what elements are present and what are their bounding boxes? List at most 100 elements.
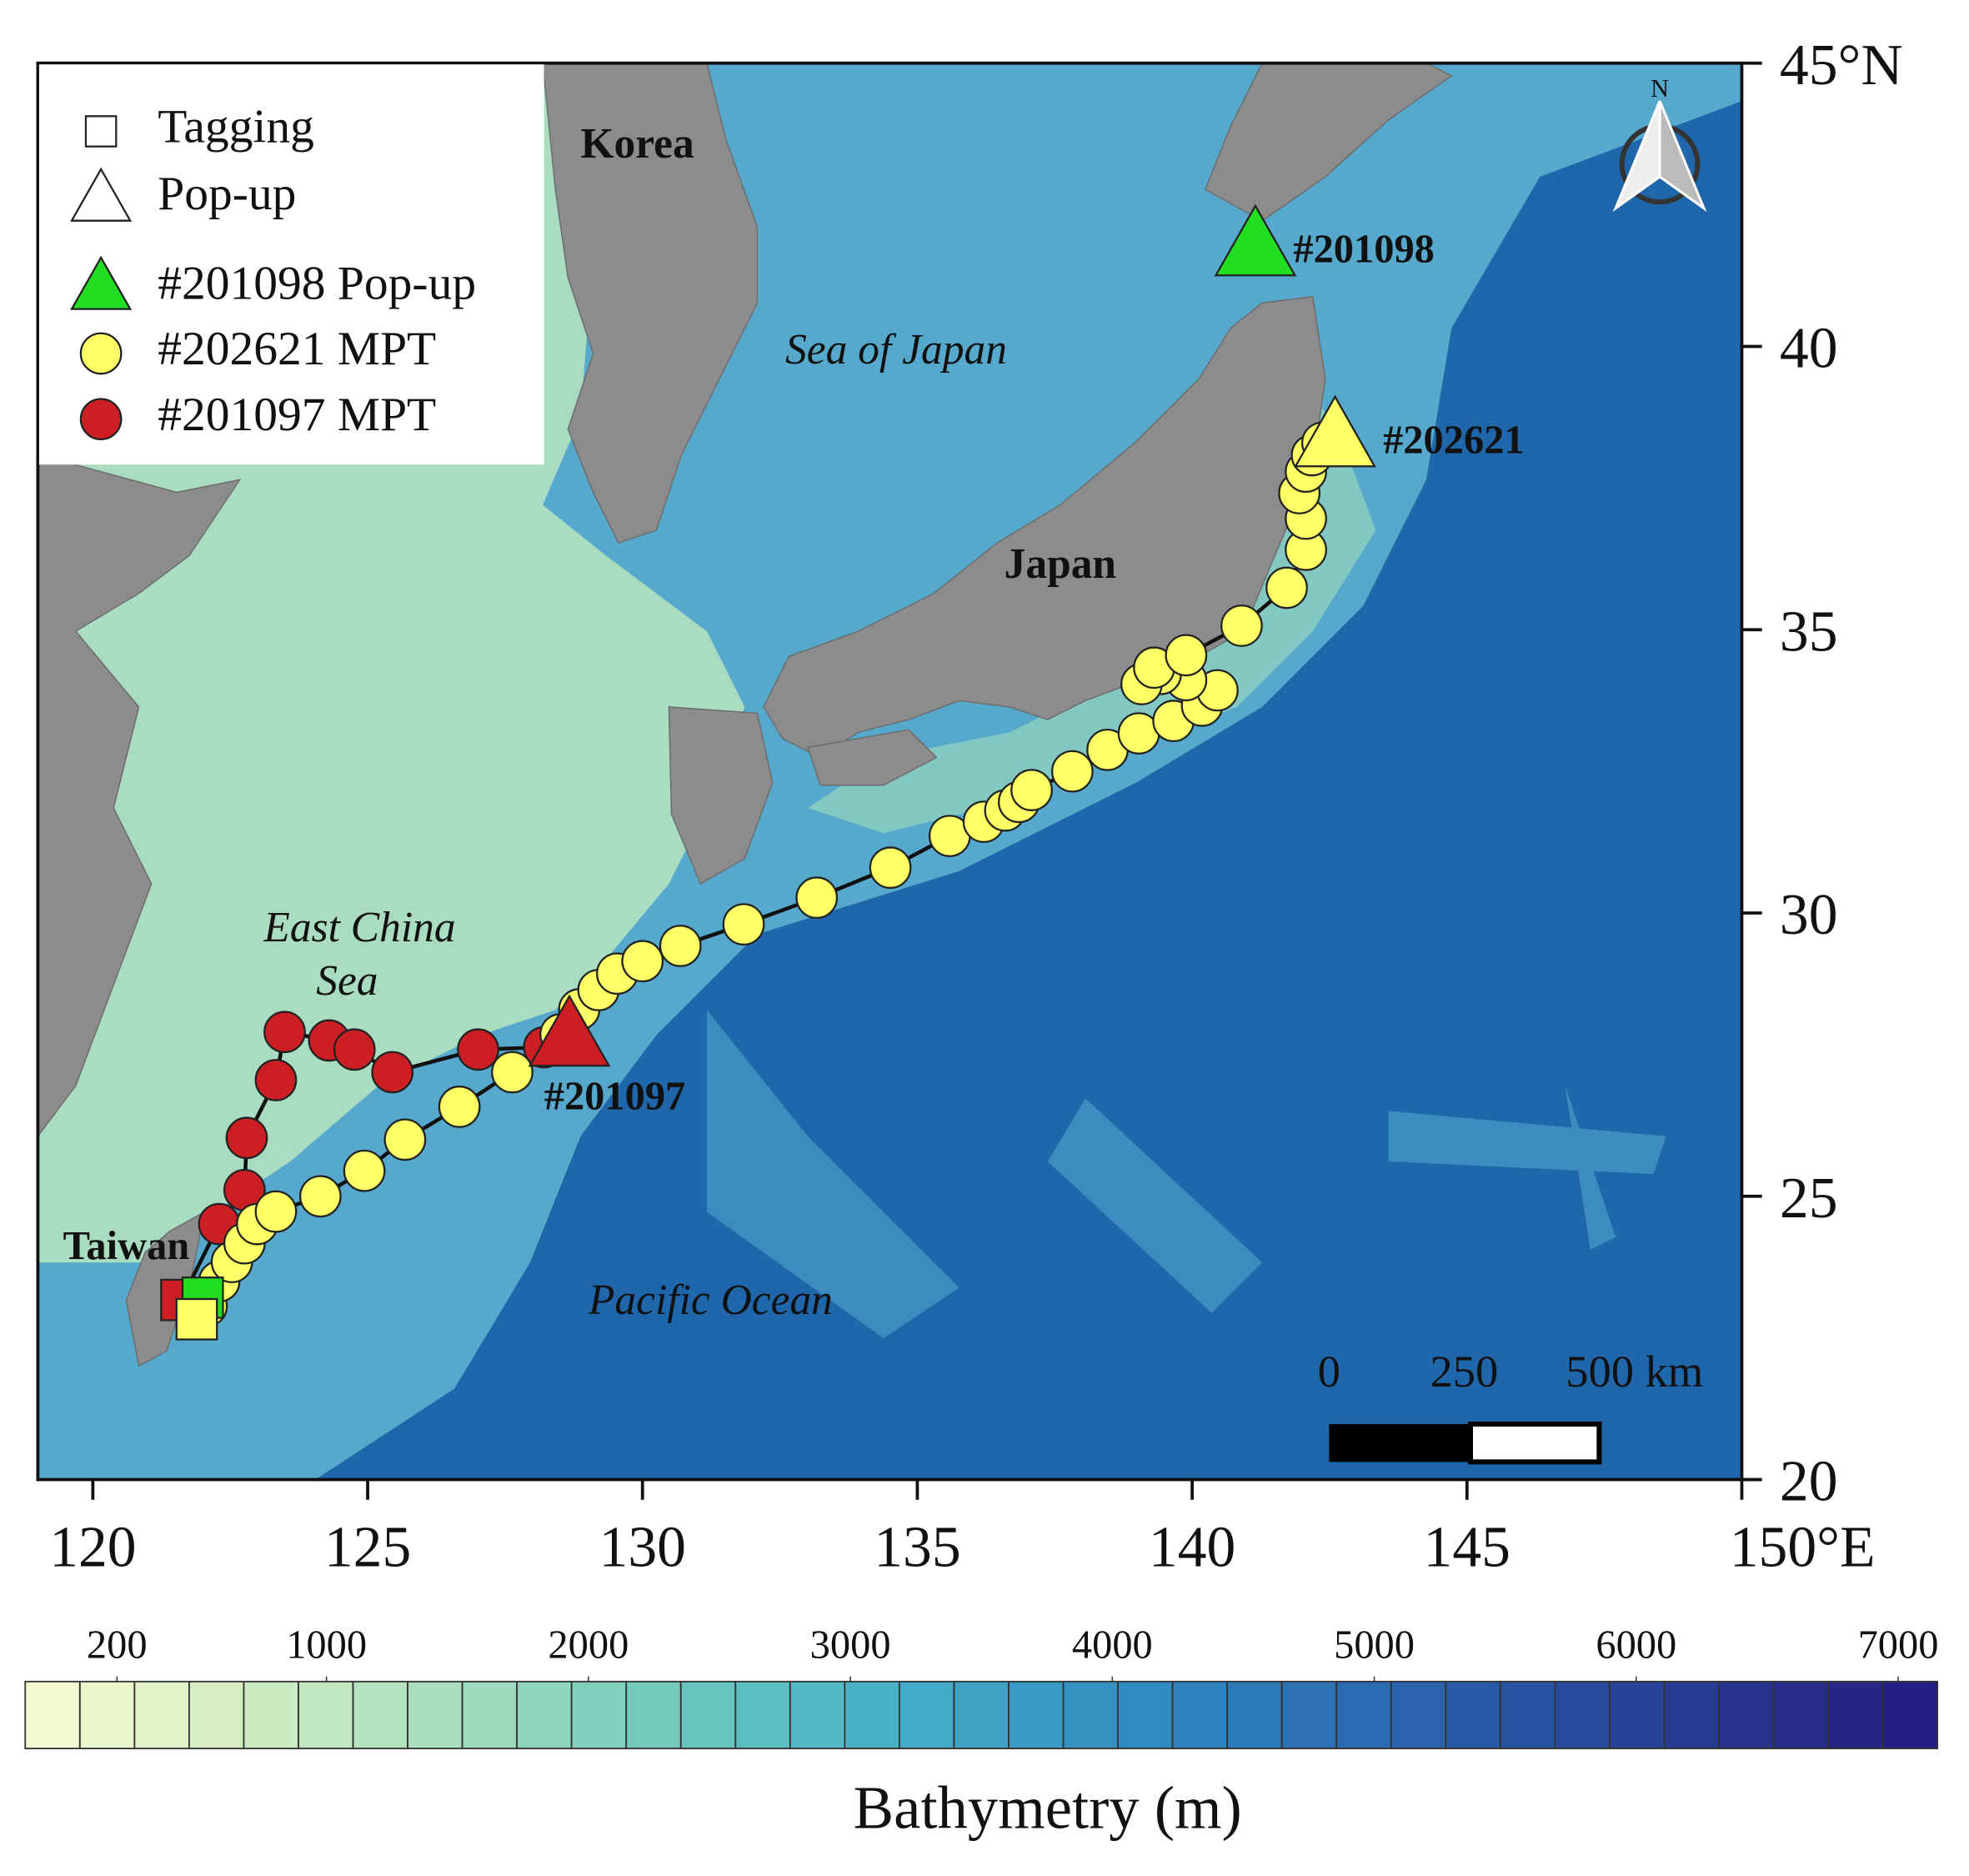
- colorbar-cell: [1171, 1680, 1229, 1749]
- place-label: Sea: [316, 957, 378, 1005]
- colorbar-cell: [1499, 1680, 1556, 1749]
- map-frame: [36, 61, 1744, 1482]
- position-point: [225, 1116, 268, 1160]
- position-point: [254, 1190, 298, 1233]
- y-tick-label: 30: [1780, 883, 1838, 947]
- colorbar-cell: [844, 1680, 900, 1749]
- colorbar-cell: [1827, 1680, 1884, 1749]
- legend-label: #202621 MPT: [158, 323, 436, 375]
- land-china: [38, 454, 242, 1137]
- position-point: [491, 1051, 534, 1094]
- x-tick-label: 120: [49, 1515, 136, 1579]
- x-tick-label: 135: [874, 1515, 960, 1579]
- colorbar-tick-label: 2000: [548, 1623, 629, 1668]
- colorbar-tick-label: 3000: [810, 1623, 891, 1668]
- y-tick-label: 45°N: [1780, 33, 1903, 98]
- legend-label: #201097 MPT: [158, 389, 436, 441]
- position-point: [254, 1059, 298, 1101]
- colorbar-cell: [734, 1680, 791, 1749]
- legend-symbol: [70, 167, 133, 222]
- y-tick-label: 35: [1780, 599, 1838, 664]
- ridges: [706, 1010, 1666, 1338]
- position-point: [795, 876, 839, 920]
- x-tick-label: 125: [324, 1515, 411, 1579]
- tracks: #201098 #202621 #201097: [160, 203, 1525, 1341]
- colorbar-cell: [133, 1680, 190, 1749]
- land-hokkaido: [1205, 63, 1453, 222]
- colorbar-cell: [1772, 1680, 1829, 1749]
- colorbar-tick-label: 5000: [1334, 1623, 1415, 1668]
- colorbar-cell: [461, 1680, 519, 1749]
- legend-label: Tagging: [158, 101, 314, 153]
- track-label: #201097: [544, 1075, 686, 1119]
- colorbar-cell: [679, 1680, 737, 1749]
- colorbar-cell: [352, 1680, 408, 1749]
- place-label: Japan: [1005, 540, 1116, 588]
- legend-label: #201098 Pop-up: [158, 257, 476, 309]
- place-label: Pacific Ocean: [588, 1277, 833, 1324]
- position-point: [383, 1118, 427, 1161]
- colorbar-tick-label: 7000: [1858, 1623, 1939, 1668]
- legend-symbol: [79, 398, 123, 441]
- colorbar-cell: [1226, 1680, 1283, 1749]
- scale-bar-black: [1329, 1423, 1470, 1462]
- y-tick-label: 20: [1780, 1450, 1838, 1514]
- position-point: [333, 1028, 376, 1071]
- land-kyushu: [668, 706, 774, 885]
- x-tick-label: 140: [1149, 1515, 1235, 1579]
- position-point: [298, 1175, 342, 1218]
- colorbar-cell: [516, 1680, 573, 1749]
- colorbar-cell: [1008, 1680, 1065, 1749]
- track-label: #202621: [1383, 419, 1525, 463]
- colorbar-cell: [625, 1680, 682, 1749]
- position-point: [621, 940, 664, 983]
- y-tick-label: 25: [1780, 1166, 1838, 1231]
- legend-label: Pop-up: [158, 168, 296, 220]
- legend-symbol: [70, 255, 133, 310]
- colorbar-cell: [570, 1680, 628, 1749]
- colorbar-cell: [24, 1680, 81, 1749]
- legend-box: [38, 64, 544, 465]
- colorbar-cell: [1718, 1680, 1775, 1749]
- popup-marker: [1214, 203, 1297, 277]
- colorbar-tick-label: 6000: [1596, 1623, 1676, 1668]
- colorbar-title: Bathymetry (m): [854, 1773, 1242, 1841]
- legend-symbol: [79, 332, 123, 375]
- tagging-marker: [175, 1297, 218, 1341]
- place-label: Taiwan: [63, 1224, 190, 1268]
- colorbar-cell: [789, 1680, 846, 1749]
- place-label: Korea: [580, 120, 694, 168]
- position-point: [1265, 566, 1308, 609]
- scale-label: 250: [1430, 1346, 1498, 1397]
- scale-label: 500 km: [1566, 1346, 1703, 1397]
- legend: Tagging Pop-up #201098 Pop-up #202621 MPT #2…: [70, 101, 476, 441]
- scale-bar: 0 250 500 km: [1318, 1346, 1703, 1465]
- track-label: #201098: [1293, 228, 1435, 272]
- scale-bar-white: [1467, 1421, 1602, 1465]
- colorbar-cell: [1390, 1680, 1447, 1749]
- colorbar-cell: [953, 1680, 1010, 1749]
- colorbar-cell: [1445, 1680, 1501, 1749]
- place-label: East China: [263, 904, 455, 951]
- x-tick-label: 130: [599, 1515, 686, 1579]
- position-point: [869, 846, 912, 890]
- colorbar-cell: [1280, 1680, 1338, 1749]
- position-point: [1165, 634, 1208, 677]
- north-label: N: [1651, 74, 1669, 103]
- position-point: [438, 1086, 481, 1128]
- colorbar: 200 1000 2000 3000 4000 5000 6000 7000: [24, 1623, 1939, 1749]
- colorbar-cell: [188, 1680, 245, 1749]
- position-point: [371, 1051, 414, 1094]
- colorbar-cell: [1881, 1680, 1939, 1749]
- position-point: [343, 1149, 386, 1192]
- position-point: [1050, 750, 1094, 793]
- place-label: Sea of Japan: [785, 326, 1007, 374]
- colorbar-cell: [1554, 1680, 1611, 1749]
- x-tick-label: 145: [1424, 1515, 1511, 1579]
- colorbar-tick-label: 4000: [1072, 1623, 1153, 1668]
- position-point: [722, 903, 765, 946]
- colorbar-cell: [1062, 1680, 1119, 1749]
- popup-marker: [528, 994, 611, 1067]
- colorbar-cell: [898, 1680, 955, 1749]
- colorbar-tick-label: 200: [87, 1623, 148, 1668]
